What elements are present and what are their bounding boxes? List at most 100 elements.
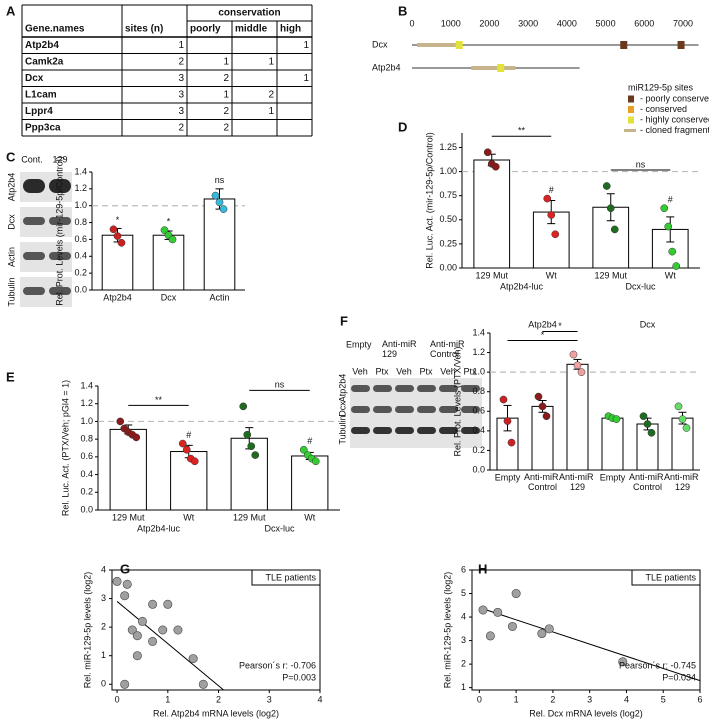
y-tick-label: 0.75 (439, 190, 457, 200)
bar (109, 428, 147, 511)
bar (152, 234, 185, 291)
blot-band (351, 406, 370, 413)
mir-site (497, 64, 505, 72)
data-point (503, 417, 512, 425)
blot-band (373, 385, 392, 392)
data-point (178, 439, 187, 448)
data-point (542, 412, 551, 421)
group-label: Dcx-luc (264, 523, 295, 533)
panel-label: E (6, 369, 15, 384)
x-tick-label: Empty (495, 472, 521, 482)
annotation: * (167, 217, 171, 227)
legend-title: miR129-5p sites (628, 82, 694, 92)
data-point (507, 438, 516, 447)
annotation: # (668, 195, 673, 205)
gene-name: Dcx (372, 39, 388, 49)
stat-text: Pearson´s r: -0.745 (619, 660, 696, 670)
group-label: Atp2b4-luc (500, 281, 544, 291)
blot-band (439, 385, 458, 392)
data-point (612, 415, 621, 423)
y-tick-label: 0.8 (472, 386, 485, 396)
table-cell: 1 (268, 56, 274, 67)
data-point (678, 415, 687, 423)
y-tick-label: 0.4 (80, 469, 93, 479)
legend-text: TLE patients (645, 572, 696, 582)
data-point (606, 204, 615, 213)
data-point (602, 182, 611, 190)
panel-label: C (6, 149, 16, 164)
legend-label: - poorly conserved (640, 93, 709, 103)
data-point (682, 424, 691, 432)
blot-band (395, 406, 414, 413)
x-tick-label: 0 (409, 18, 414, 28)
bar (230, 437, 268, 511)
y-tick-label: 6 (461, 564, 466, 574)
x-tick-label: Dcx (161, 292, 177, 302)
cloned-fragment (471, 66, 516, 70)
data-point (672, 262, 681, 270)
y-axis-label: Rel. miR-129-5p levels (log2) (82, 572, 92, 689)
data-point (190, 457, 199, 466)
table-cell: 1 (178, 40, 184, 51)
bar (601, 417, 624, 471)
blot-row-label: Atp2b4 (6, 173, 16, 202)
y-axis-label: Rel. Prot. Levels (mir-129-5p/Control) (54, 156, 64, 306)
data-point (137, 616, 147, 626)
data-point (643, 420, 652, 428)
blot-band (373, 427, 392, 434)
table-cell: 3 (178, 73, 184, 84)
legend-swatch (628, 106, 634, 113)
data-point (573, 361, 582, 370)
data-point (158, 625, 168, 635)
data-point (122, 579, 132, 589)
plot-frame (111, 569, 321, 691)
x-tick-label: 2000 (479, 18, 499, 28)
legend-label: - cloned fragments (640, 125, 709, 135)
mir-site (677, 41, 685, 49)
x-tick-label: 129 Mut (594, 270, 627, 280)
blot-band (23, 217, 45, 225)
blot-band (351, 385, 370, 392)
blot-band (49, 179, 71, 193)
bar (671, 417, 694, 471)
blot-group-label: Anti-miR Control (430, 339, 467, 359)
x-tick-label: Anti-miR 129 (559, 472, 596, 492)
data-point (507, 621, 517, 631)
x-tick-label: 129 Mut (233, 512, 266, 522)
blot-band (49, 217, 71, 225)
y-tick-label: 4 (461, 611, 466, 621)
y-tick-label: 0.6 (74, 234, 87, 244)
x-tick-label: 0 (115, 694, 120, 704)
x-tick-label: 7000 (673, 18, 693, 28)
blot-band (417, 427, 436, 434)
bar (473, 159, 511, 269)
data-point (618, 657, 628, 667)
group-label: Dcx-luc (625, 281, 656, 291)
blot-lane-label: Veh (396, 366, 412, 376)
blot-band (417, 385, 436, 392)
table-cell: 1 (303, 73, 309, 84)
bar (636, 423, 659, 471)
table-header: middle (235, 24, 268, 35)
y-tick-label: 4 (101, 564, 106, 574)
x-tick-label: Atp2b4 (103, 292, 132, 302)
data-point (120, 679, 130, 689)
data-point (198, 679, 208, 689)
data-point (538, 402, 547, 411)
cloned-fragment (417, 43, 457, 47)
y-tick-label: 3 (461, 635, 466, 645)
data-point (493, 607, 503, 617)
data-point (610, 225, 619, 234)
y-tick-label: 5 (461, 588, 466, 598)
blot-row-label: Dcx (337, 401, 347, 417)
y-tick-label: 0.8 (74, 217, 87, 227)
x-tick-label: 4 (317, 694, 322, 704)
x-tick-label: 5000 (596, 18, 616, 28)
data-point (163, 599, 173, 609)
table-cell: 2 (178, 122, 184, 133)
panel-label: D (398, 119, 407, 134)
data-point (660, 204, 669, 213)
y-tick-label: 0.4 (472, 425, 485, 435)
data-point (483, 148, 492, 157)
table-cell: 2 (178, 56, 184, 67)
